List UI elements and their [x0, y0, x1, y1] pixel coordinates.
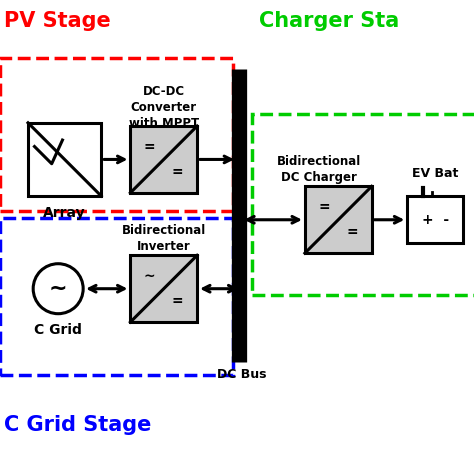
Bar	[0, 58, 233, 211]
Bar	[407, 196, 463, 244]
Text: EV Bat: EV Bat	[412, 167, 458, 180]
Text: =: =	[346, 226, 358, 239]
Bar	[0, 218, 233, 375]
Text: =: =	[172, 165, 183, 179]
Bar	[130, 255, 197, 322]
Text: DC-DC
Converter
with MPPT: DC-DC Converter with MPPT	[128, 85, 199, 130]
Text: Bidirectional
Inverter: Bidirectional Inverter	[122, 224, 206, 253]
Bar	[305, 186, 372, 253]
Text: ∼: ∼	[144, 269, 155, 283]
Text: Charger Sta: Charger Sta	[258, 11, 399, 31]
Text: =: =	[144, 140, 155, 154]
Text: PV Stage: PV Stage	[4, 11, 111, 31]
Text: +  -: + -	[422, 213, 449, 227]
Text: =: =	[172, 294, 183, 309]
Text: DC Bus: DC Bus	[217, 368, 266, 382]
Circle shape	[33, 264, 83, 314]
Text: Array: Array	[43, 206, 86, 219]
Text: C Grid: C Grid	[34, 323, 82, 337]
Text: =: =	[319, 200, 330, 214]
Bar	[130, 126, 197, 193]
Text: C Grid Stage: C Grid Stage	[4, 415, 152, 435]
Bar	[252, 114, 474, 295]
Text: Bidirectional
DC Charger: Bidirectional DC Charger	[277, 155, 361, 184]
Text: ~: ~	[49, 279, 67, 299]
Bar	[28, 123, 101, 196]
